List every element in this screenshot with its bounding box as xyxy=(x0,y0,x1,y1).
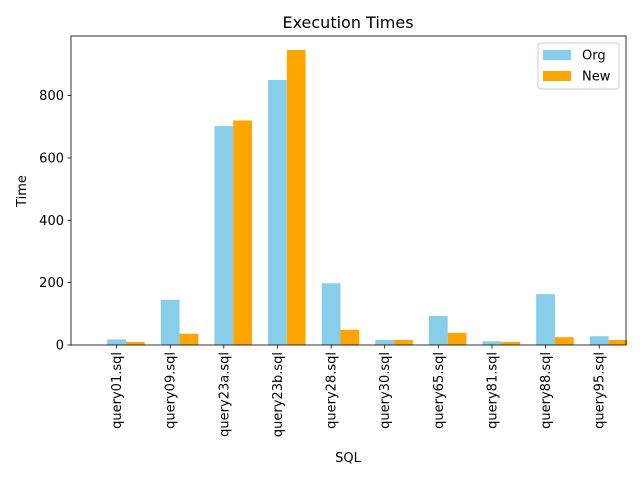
bar-new-query65-sql xyxy=(447,332,467,345)
y-tick-label: 400 xyxy=(39,214,64,229)
bar-new-query30-sql xyxy=(394,340,413,345)
y-tick-label: 800 xyxy=(39,89,64,104)
bar-org-query09-sql xyxy=(160,299,180,345)
bar-new-query81-sql xyxy=(501,341,521,345)
bar-new-query88-sql xyxy=(554,337,574,345)
bar-org-query88-sql xyxy=(536,294,555,345)
x-tick-label: query88.sql xyxy=(539,352,554,429)
bar-new-query23b-sql xyxy=(286,50,306,345)
x-tick-label: query23b.sql xyxy=(271,352,286,437)
x-tick-label: query30.sql xyxy=(378,352,393,429)
x-tick-label: query95.sql xyxy=(593,352,608,429)
x-tick-label: query09.sql xyxy=(164,352,179,429)
x-tick-label: query81.sql xyxy=(485,352,500,429)
bar-new-query95-sql xyxy=(608,340,628,345)
x-axis-label: SQL xyxy=(335,451,361,466)
y-tick-label: 200 xyxy=(39,276,64,291)
bar-org-query95-sql xyxy=(589,336,609,345)
y-axis-label: Time xyxy=(15,175,30,208)
x-tick-label: query28.sql xyxy=(325,352,340,429)
x-tick-label: query01.sql xyxy=(110,352,125,429)
bar-new-query23a-sql xyxy=(233,120,252,345)
bar-new-query09-sql xyxy=(179,333,199,345)
y-tick-label: 600 xyxy=(39,151,64,166)
legend-swatch-new xyxy=(543,71,571,81)
bar-org-query30-sql xyxy=(375,340,395,345)
legend-label-new: New xyxy=(582,70,611,85)
axes-layer: 0 200 400 600 800 query01.sql query09.sql query… xyxy=(39,35,627,437)
legend-swatch-org xyxy=(543,50,571,60)
x-tick-label: query65.sql xyxy=(432,352,447,429)
bar-org-query23a-sql xyxy=(214,126,234,345)
bar-org-query65-sql xyxy=(428,316,448,345)
bar-org-query81-sql xyxy=(482,341,502,345)
y-tick-label: 0 xyxy=(56,339,64,354)
x-tick-label: query23a.sql xyxy=(217,352,232,437)
legend-label-org: Org xyxy=(582,49,606,64)
bar-org-query28-sql xyxy=(321,283,341,345)
bar-org-query01-sql xyxy=(107,339,126,345)
bar-new-query01-sql xyxy=(125,341,145,345)
legend: Org New xyxy=(537,42,620,90)
plot-frame xyxy=(70,35,627,346)
chart-title: Execution Times xyxy=(282,13,413,32)
bar-new-query28-sql xyxy=(340,329,360,345)
bars-layer xyxy=(107,50,628,346)
bar-org-query23b-sql xyxy=(268,79,287,346)
